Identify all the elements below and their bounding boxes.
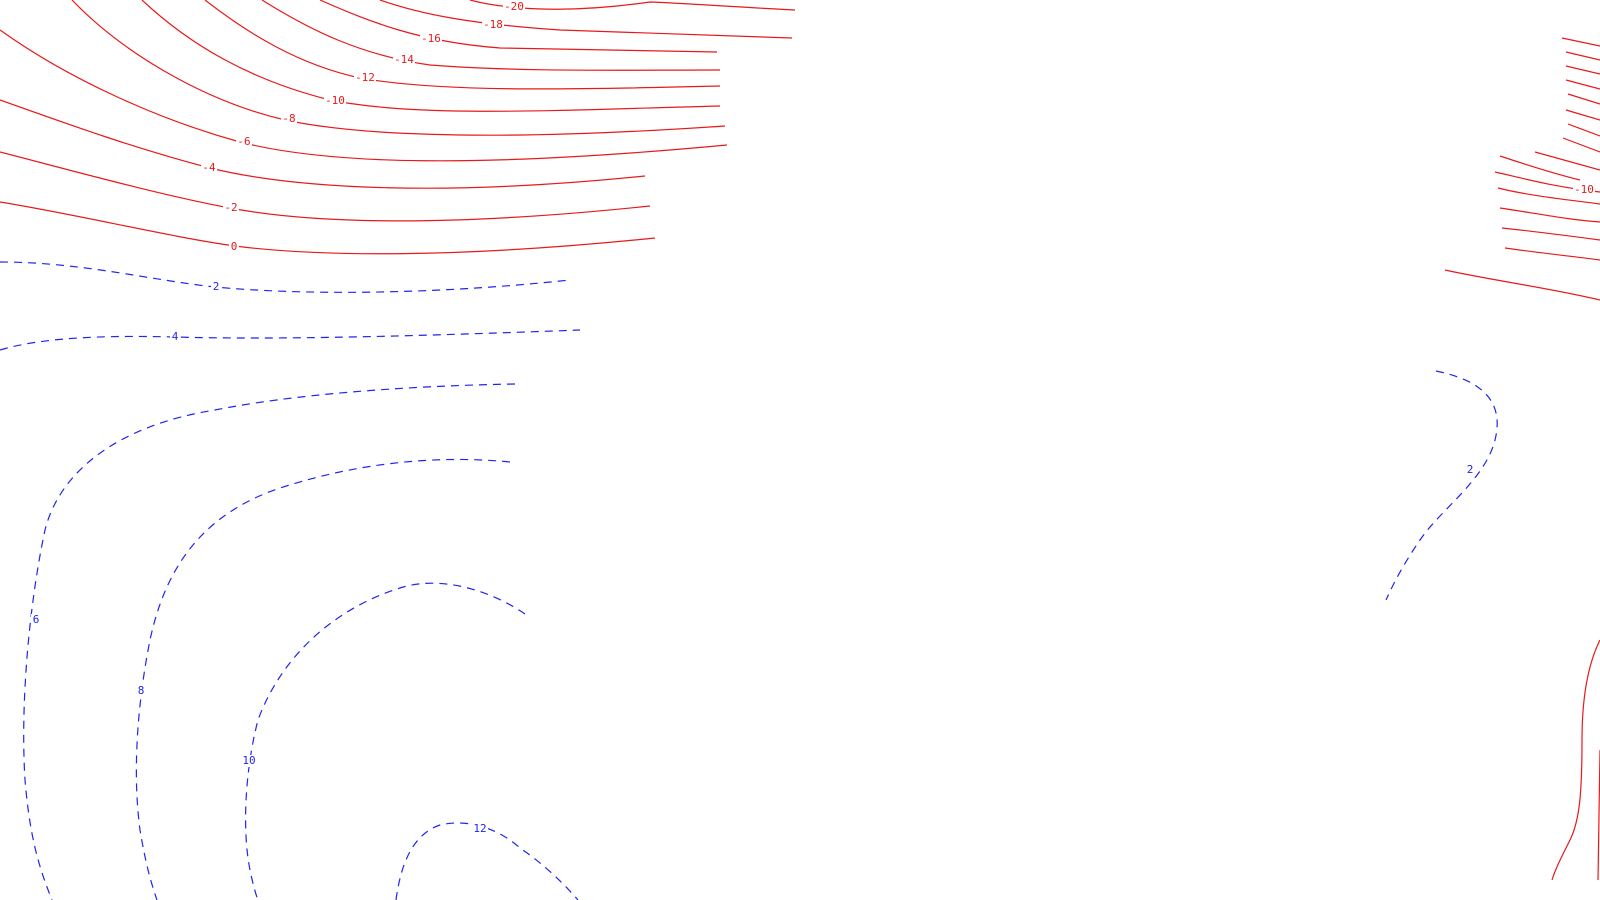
contour-line-right-5 [1567,93,1600,105]
contour-line-neg-6 [0,29,728,162]
positive-contours-left [0,261,581,900]
label-pos-6: 6 [33,613,40,626]
label-neg-18: -18 [483,18,503,31]
label-right-pos-2: 2 [1467,463,1474,476]
contour-line-neg-16 [319,0,718,53]
contour-line-right-7 [1567,123,1600,137]
contour-line-neg-14 [261,0,721,71]
contour-line-right-2 [1565,51,1600,61]
contour-line-right-1 [1561,37,1600,47]
negative-contours-top-left [0,0,796,255]
label-pos-8: 8 [138,684,145,697]
contour-line-neg-10 [141,0,721,112]
negative-contours-bottom-right [1551,639,1600,881]
contour-line-neg-4 [0,99,646,189]
label-pos-12: 12 [473,822,486,835]
label-neg-14: -14 [394,53,414,66]
label-pos-10: 10 [242,754,255,767]
label-neg-8: -8 [282,112,295,125]
contour-line-right-12 [1497,187,1600,205]
negative-contours-right [1444,37,1600,301]
contour-line-neg-0 [0,201,656,255]
contour-line-right-4 [1565,79,1600,90]
contour-labels: -20 -18 -16 -14 -12 -10 -8 -6 -4 -2 0 2 … [31,0,1595,835]
label-pos-2: 2 [213,280,220,293]
label-neg-20: -20 [504,0,524,13]
contour-line-pos-6 [23,383,516,900]
contour-line-right-9 [1534,151,1600,171]
label-neg-6: -6 [237,135,250,148]
label-right-neg-10: -10 [1574,183,1594,196]
contour-line-right-3 [1565,65,1600,75]
contour-line-right-16 [1444,269,1600,301]
contour-line-bottom-right-1 [1551,639,1600,881]
contour-line-right-10 [1499,155,1581,181]
contour-line-neg-18 [379,0,793,39]
contour-line-pos-4 [0,329,581,351]
label-neg-16: -16 [421,32,441,45]
positive-contours-right [1385,370,1498,601]
label-neg-10: -10 [325,94,345,107]
contour-line-right-15 [1504,247,1600,261]
contour-line-right-13 [1499,207,1600,223]
label-neg-2: -2 [224,201,237,214]
contour-line-pos-8 [135,458,511,900]
contour-line-right-14 [1501,227,1600,241]
contour-line-neg-8 [71,0,726,136]
label-neg-12: -12 [355,71,375,84]
contour-line-pos-10 [244,582,526,900]
contour-line-right-pos-2 [1385,370,1498,601]
contour-line-right-6 [1565,109,1600,121]
contour-line-pos-2 [0,261,571,293]
label-neg-4: -4 [202,161,216,174]
contour-line-right-8 [1562,137,1600,153]
label-pos-4: 4 [172,330,179,343]
contour-line-neg-12 [204,0,721,90]
label-zero: 0 [231,240,238,253]
contour-line-neg-2 [0,151,651,222]
